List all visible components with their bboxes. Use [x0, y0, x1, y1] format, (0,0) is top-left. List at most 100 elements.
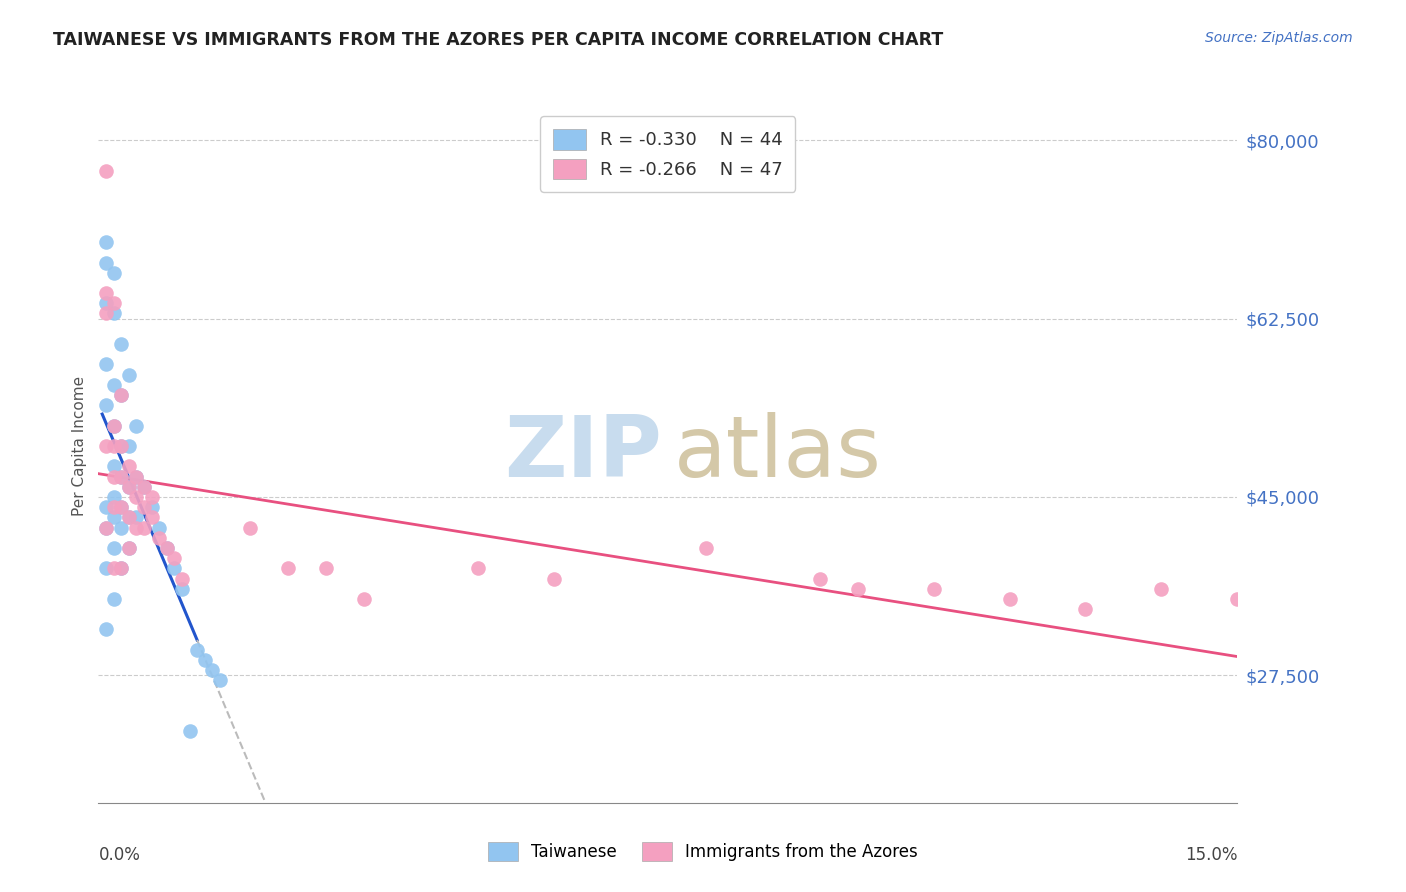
Point	[103, 439, 125, 453]
Point	[94, 520, 117, 534]
Point	[163, 561, 186, 575]
Point	[110, 520, 132, 534]
Point	[170, 572, 193, 586]
Point	[94, 286, 117, 301]
Legend: R = -0.330    N = 44, R = -0.266    N = 47: R = -0.330 N = 44, R = -0.266 N = 47	[540, 116, 796, 192]
Point	[118, 541, 141, 555]
Point	[695, 541, 717, 555]
Point	[125, 520, 148, 534]
Point	[132, 500, 155, 515]
Point	[1074, 602, 1097, 616]
Point	[239, 520, 262, 534]
Point	[543, 572, 565, 586]
Point	[103, 541, 125, 555]
Point	[148, 520, 170, 534]
Point	[118, 480, 141, 494]
Point	[156, 541, 179, 555]
Point	[315, 561, 337, 575]
Point	[132, 480, 155, 494]
Point	[141, 490, 163, 504]
Point	[998, 591, 1021, 606]
Point	[125, 510, 148, 524]
Point	[94, 163, 117, 178]
Point	[103, 561, 125, 575]
Point	[103, 306, 125, 320]
Point	[1150, 582, 1173, 596]
Point	[110, 388, 132, 402]
Point	[808, 572, 831, 586]
Point	[125, 469, 148, 483]
Point	[125, 490, 148, 504]
Point	[110, 561, 132, 575]
Point	[208, 673, 231, 688]
Point	[179, 724, 201, 739]
Point	[110, 469, 132, 483]
Point	[277, 561, 299, 575]
Text: 0.0%: 0.0%	[98, 846, 141, 863]
Point	[103, 377, 125, 392]
Point	[103, 418, 125, 433]
Text: Source: ZipAtlas.com: Source: ZipAtlas.com	[1205, 31, 1353, 45]
Text: atlas: atlas	[673, 411, 882, 495]
Point	[1226, 591, 1249, 606]
Point	[118, 510, 141, 524]
Point	[94, 358, 117, 372]
Text: ZIP: ZIP	[505, 411, 662, 495]
Point	[467, 561, 489, 575]
Text: TAIWANESE VS IMMIGRANTS FROM THE AZORES PER CAPITA INCOME CORRELATION CHART: TAIWANESE VS IMMIGRANTS FROM THE AZORES …	[53, 31, 943, 49]
Legend: Taiwanese, Immigrants from the Azores: Taiwanese, Immigrants from the Azores	[481, 835, 925, 868]
Point	[110, 439, 132, 453]
Point	[118, 541, 141, 555]
Point	[163, 551, 186, 566]
Point	[148, 531, 170, 545]
Point	[110, 337, 132, 351]
Text: 15.0%: 15.0%	[1185, 846, 1237, 863]
Point	[103, 591, 125, 606]
Point	[94, 520, 117, 534]
Point	[110, 439, 132, 453]
Point	[94, 235, 117, 249]
Point	[132, 520, 155, 534]
Y-axis label: Per Capita Income: Per Capita Income	[72, 376, 87, 516]
Point	[141, 500, 163, 515]
Point	[103, 266, 125, 280]
Point	[94, 255, 117, 269]
Point	[103, 418, 125, 433]
Point	[125, 469, 148, 483]
Point	[118, 439, 141, 453]
Point	[94, 306, 117, 320]
Point	[94, 623, 117, 637]
Point	[94, 561, 117, 575]
Point	[94, 296, 117, 310]
Point	[103, 469, 125, 483]
Point	[201, 663, 224, 677]
Point	[170, 582, 193, 596]
Point	[141, 510, 163, 524]
Point	[103, 500, 125, 515]
Point	[186, 643, 208, 657]
Point	[103, 459, 125, 474]
Point	[110, 500, 132, 515]
Point	[118, 459, 141, 474]
Point	[156, 541, 179, 555]
Point	[103, 490, 125, 504]
Point	[132, 480, 155, 494]
Point	[118, 480, 141, 494]
Point	[103, 296, 125, 310]
Point	[110, 469, 132, 483]
Point	[110, 388, 132, 402]
Point	[846, 582, 869, 596]
Point	[94, 500, 117, 515]
Point	[110, 500, 132, 515]
Point	[125, 418, 148, 433]
Point	[194, 653, 217, 667]
Point	[110, 561, 132, 575]
Point	[353, 591, 375, 606]
Point	[118, 368, 141, 382]
Point	[118, 510, 141, 524]
Point	[103, 510, 125, 524]
Point	[94, 439, 117, 453]
Point	[94, 398, 117, 412]
Point	[1264, 745, 1286, 759]
Point	[922, 582, 945, 596]
